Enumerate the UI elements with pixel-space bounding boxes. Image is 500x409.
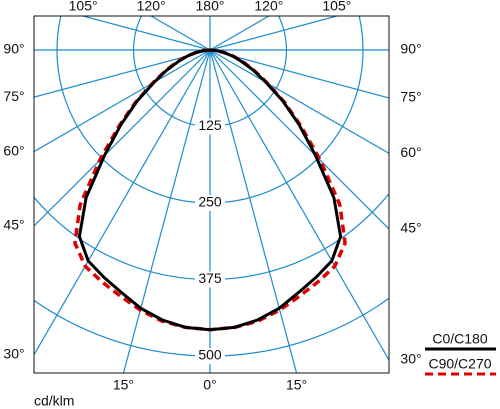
ring-label: 125	[198, 117, 222, 133]
ring-label-bg	[195, 118, 225, 135]
ray	[122, 49, 211, 373]
plot-frame	[33, 15, 390, 374]
ring-label: 250	[198, 194, 222, 210]
angle-label: 60°	[400, 144, 421, 160]
angle-label: 120°	[254, 0, 283, 14]
legend-label: C90/C270	[428, 356, 491, 372]
angle-label: 90°	[400, 41, 421, 57]
angle-label: 60°	[3, 142, 24, 158]
ray	[150, 16, 211, 51]
angle-label: 105°	[69, 0, 98, 14]
angle-label: 90°	[3, 41, 24, 57]
ring-label-bg	[195, 271, 225, 288]
ring-labels: 125 250 375 500	[195, 117, 225, 364]
ray	[209, 16, 338, 51]
angle-label: 120°	[137, 0, 166, 14]
angle-label: 105°	[322, 0, 351, 14]
ray	[209, 16, 270, 51]
ray	[209, 49, 389, 361]
ring-label-bg	[195, 195, 225, 211]
ray	[34, 49, 211, 356]
ring-label: 500	[198, 347, 222, 363]
ray	[209, 49, 298, 373]
ray	[209, 49, 389, 154]
grid	[34, 16, 389, 373]
angle-label: 15°	[113, 377, 134, 393]
ray	[209, 49, 389, 230]
angle-label: 75°	[400, 89, 421, 105]
ray	[209, 49, 389, 99]
ray	[34, 49, 211, 153]
ring-label-bg	[195, 348, 225, 364]
angle-label: 30°	[3, 346, 24, 362]
legend-label: C0/C180	[432, 331, 487, 347]
angle-label: 75°	[3, 88, 24, 104]
curves	[73, 48, 347, 332]
angle-label: 15°	[286, 377, 307, 393]
curve	[77, 48, 343, 332]
ring-label: 375	[198, 270, 222, 286]
angle-label: 45°	[3, 217, 24, 233]
angle-label: 30°	[400, 351, 421, 367]
angle-label: 180°	[196, 0, 225, 14]
ring	[34, 297, 389, 357]
angle-label: 0°	[203, 377, 216, 393]
ring	[34, 192, 389, 281]
unit-label: cd/klm	[34, 393, 74, 409]
angle-label: 45°	[400, 220, 421, 236]
ray	[34, 49, 211, 227]
ray	[82, 16, 211, 51]
